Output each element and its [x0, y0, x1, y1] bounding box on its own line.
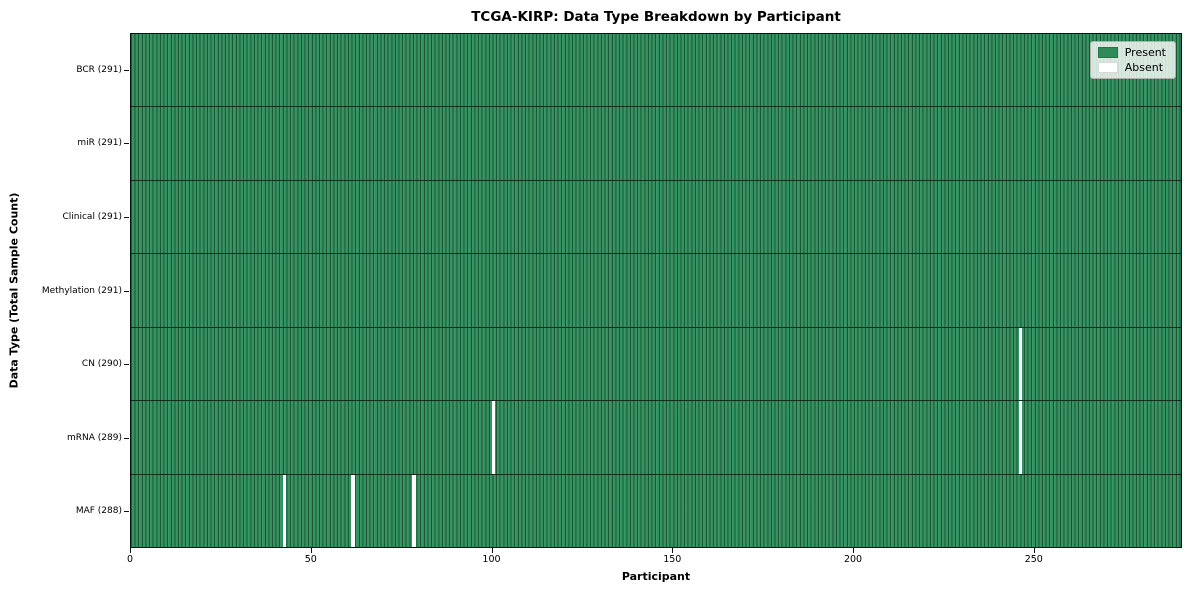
absent-gap-maf-42 [282, 474, 287, 547]
matrix-row-mir [131, 107, 1181, 181]
x-tick-mark [1033, 548, 1035, 553]
legend-label-present: Present [1124, 46, 1166, 59]
matrix-row-methylation [131, 254, 1181, 328]
y-tick-mark [124, 511, 129, 513]
y-tick-mark [124, 216, 129, 218]
present-swatch [1097, 47, 1118, 58]
y-tick-label: miR (291) [77, 138, 122, 149]
absent-swatch [1097, 62, 1118, 73]
y-tick-mark [124, 143, 129, 145]
matrix-row-maf [131, 474, 1181, 547]
chart-title: TCGA-KIRP: Data Type Breakdown by Partic… [471, 9, 841, 25]
x-tick-label: 50 [304, 554, 317, 565]
legend-label-absent: Absent [1124, 61, 1164, 74]
y-tick-label: MAF (288) [75, 506, 122, 517]
x-tick-mark [491, 548, 493, 553]
y-tick-label: mRNA (289) [67, 432, 122, 443]
x-tick-mark [853, 548, 855, 553]
y-tick-mark [124, 69, 129, 71]
x-tick-label: 200 [843, 554, 863, 565]
plot-area: Present Absent [130, 33, 1182, 548]
matrix-rows [131, 34, 1181, 547]
x-tick-label: 100 [482, 554, 501, 565]
x-tick-mark [130, 548, 131, 553]
y-tick-label: CN (290) [81, 359, 122, 370]
absent-gap-maf-78 [412, 474, 417, 547]
x-tick-mark [310, 548, 312, 553]
legend-entry-absent: Absent [1097, 61, 1166, 74]
y-tick-mark [124, 364, 129, 366]
matrix-row-bcr [131, 34, 1181, 108]
absent-gap-mrna-100 [491, 401, 496, 474]
x-tick-label: 250 [1024, 554, 1043, 565]
matrix-row-clinical [131, 180, 1181, 255]
matrix-row-mrna [131, 401, 1181, 475]
y-tick-mark [124, 290, 129, 292]
y-tick-mark [124, 437, 129, 439]
x-tick-mark [672, 548, 674, 553]
legend: Present Absent [1089, 41, 1176, 79]
x-tick-label: 150 [663, 554, 682, 565]
y-tick-label: Methylation (291) [41, 285, 122, 296]
matrix-row-cn [131, 327, 1181, 402]
y-axis-label: Data Type (Total Sample Count) [7, 192, 21, 389]
y-tick-label: Clinical (291) [62, 211, 122, 222]
y-tick-label: BCR (291) [76, 64, 122, 75]
x-axis-label: Participant [621, 570, 691, 583]
absent-gap-mrna-246 [1018, 401, 1023, 474]
absent-gap-cn-246 [1018, 327, 1023, 401]
x-tick-label: 0 [126, 554, 134, 565]
absent-gap-maf-61 [351, 474, 355, 547]
legend-entry-present: Present [1097, 46, 1166, 59]
